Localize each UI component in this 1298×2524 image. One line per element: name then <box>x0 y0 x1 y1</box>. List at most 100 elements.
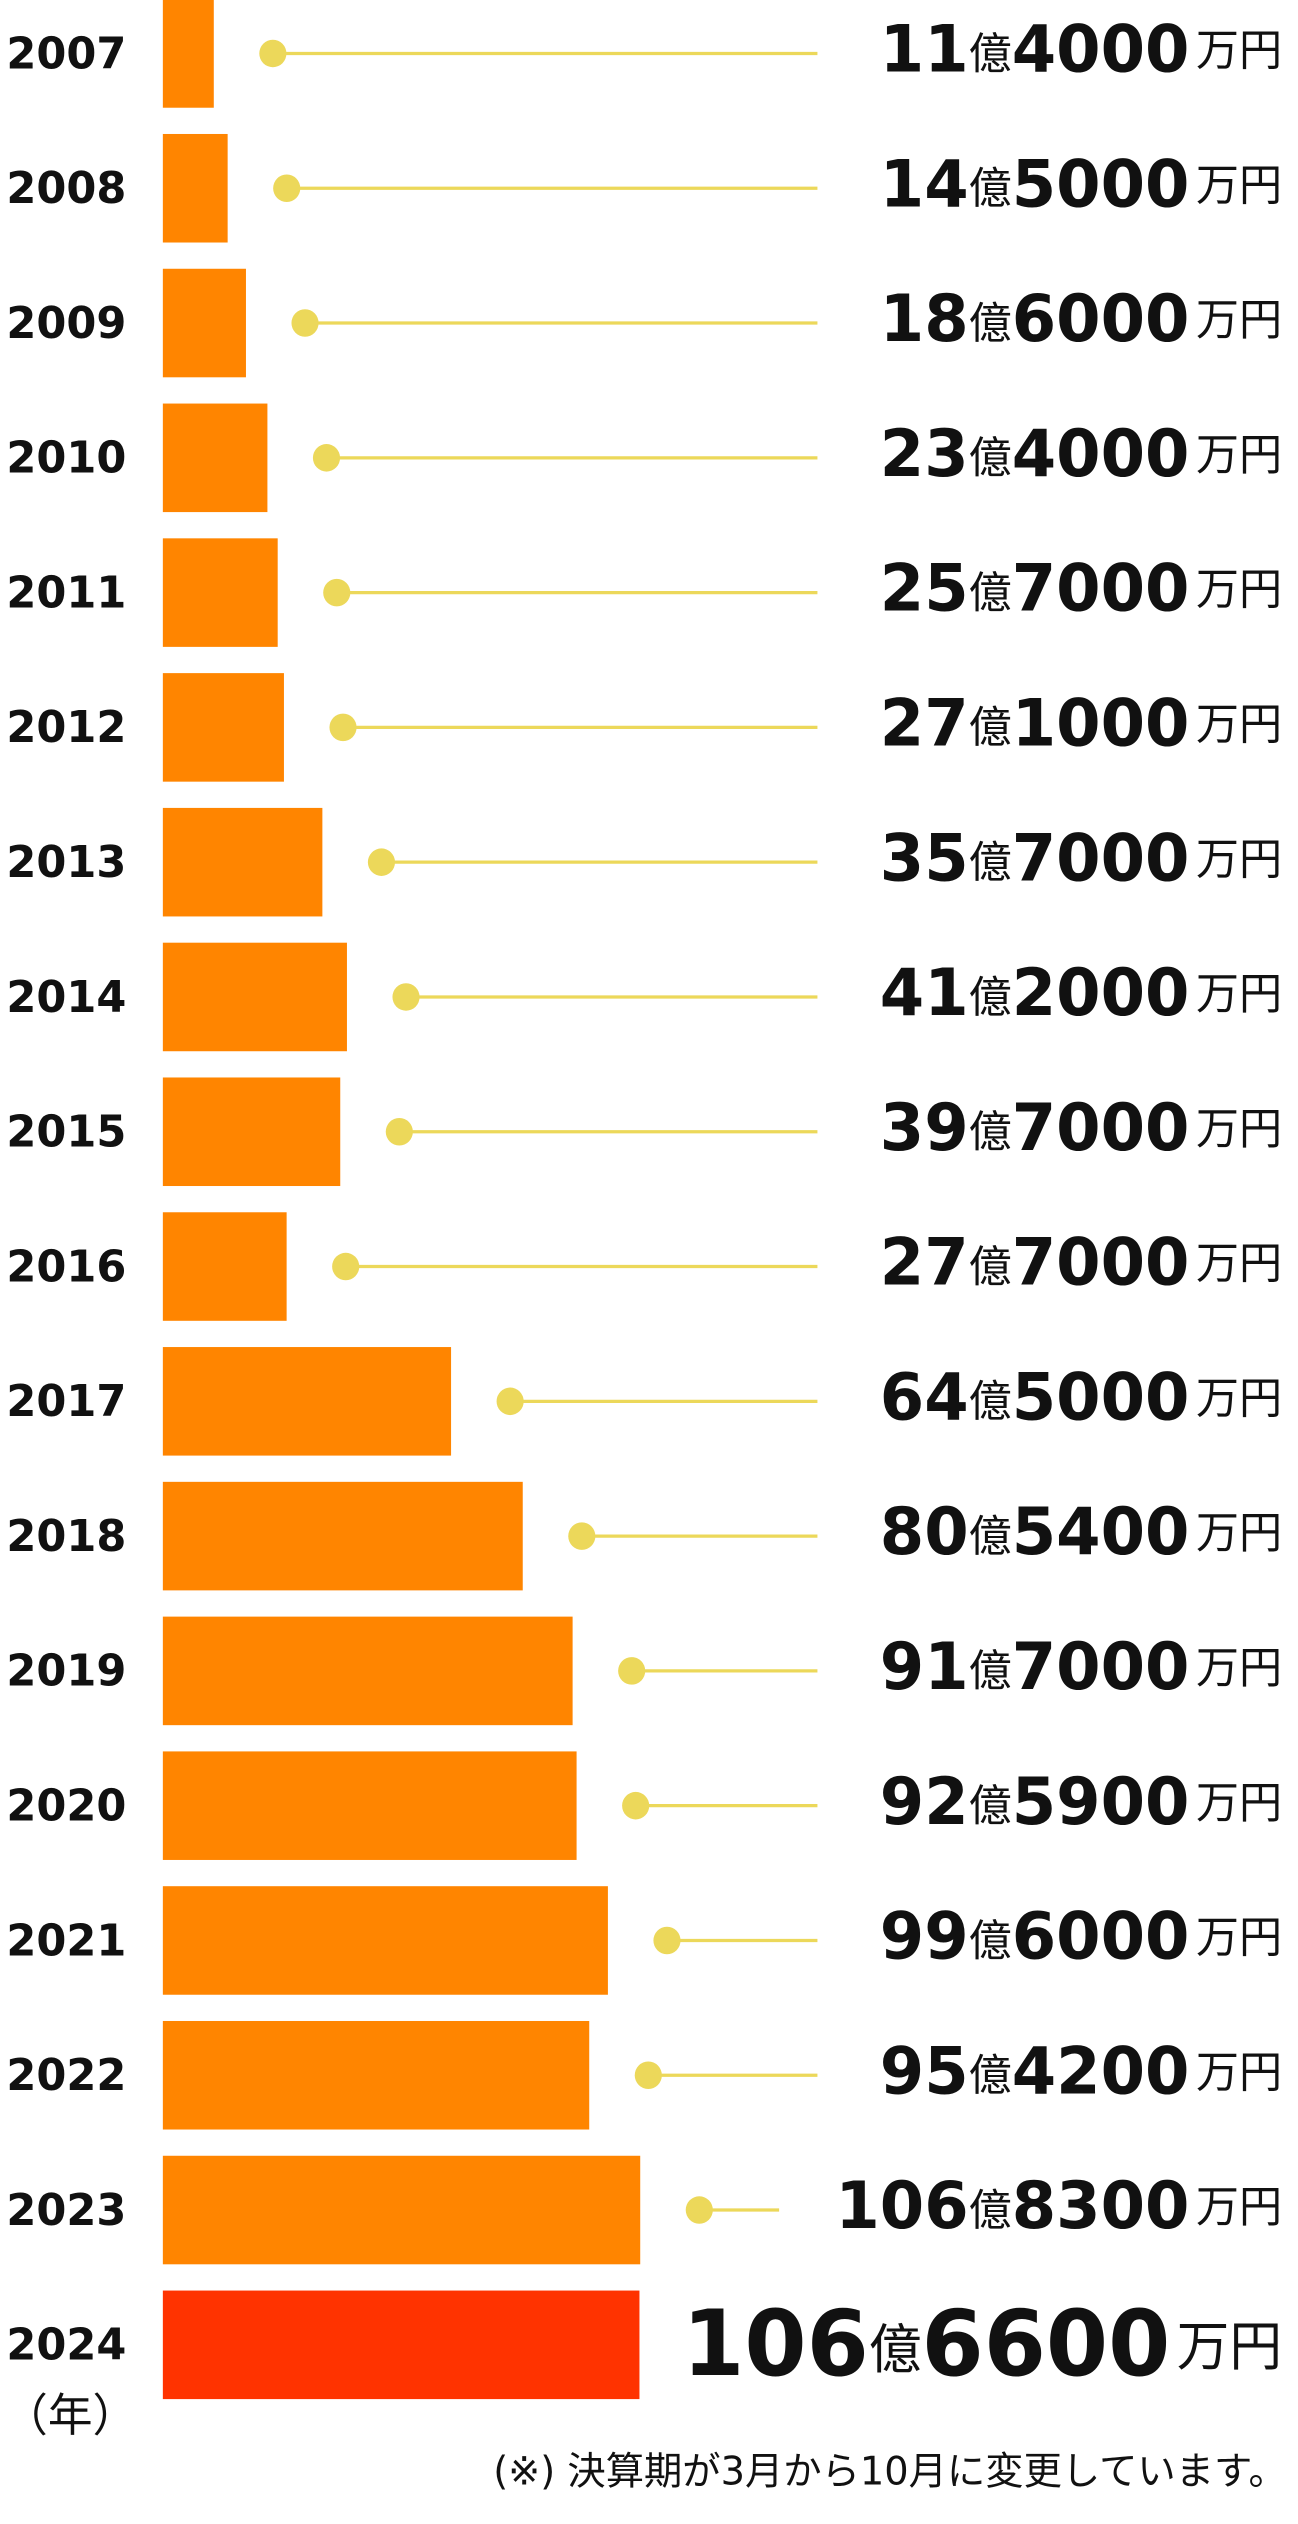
value-label: 91億7000 万円 <box>880 1629 1282 1705</box>
bar <box>162 1616 573 1726</box>
leader-dot <box>496 1387 524 1416</box>
y-tick-label: 2014 <box>6 973 126 1023</box>
value-label: 18億6000 万円 <box>880 281 1282 357</box>
leader-dot <box>618 1657 646 1685</box>
value-label-part: 億 <box>969 2051 1012 2101</box>
value-label-part: 8300 <box>1012 2168 1190 2244</box>
value-label-part: 億 <box>969 568 1012 618</box>
bar <box>162 538 278 647</box>
value-label-part: 億 <box>969 1377 1012 1427</box>
bar <box>162 1481 523 1591</box>
y-tick-label: 2023 <box>6 2186 126 2236</box>
leader-dot <box>273 174 301 203</box>
y-tick-label: 2021 <box>6 1916 126 1966</box>
value-label: 11億4000 万円 <box>880 12 1282 88</box>
value-label-part: 億 <box>969 973 1012 1023</box>
value-label-part: 万円 <box>1196 26 1282 76</box>
leader-dot <box>392 983 420 1011</box>
value-label-part: 23 <box>880 416 969 492</box>
value-label-part: 万円 <box>1196 295 1282 345</box>
value-label-part: 4000 <box>1012 12 1190 88</box>
value-label-part: 106 <box>835 2168 968 2244</box>
bar <box>162 1077 341 1187</box>
leader-dot <box>329 713 357 742</box>
value-label-part: 106 <box>682 2291 869 2397</box>
value-label: 35億7000 万円 <box>880 820 1282 896</box>
y-tick-label: 2022 <box>6 2051 126 2101</box>
value-label-part: 万円 <box>1196 1913 1282 1963</box>
y-tick-label: 2013 <box>6 838 126 888</box>
value-label-part: 27 <box>880 1225 969 1301</box>
value-label-part: 7000 <box>1012 1225 1190 1301</box>
y-tick-label: 2024 <box>6 2320 126 2370</box>
value-label-part: 64 <box>880 1360 969 1436</box>
y-tick-label: 2019 <box>6 1646 126 1696</box>
leader-dot <box>323 578 351 607</box>
bar <box>162 403 268 513</box>
value-label-part: 億 <box>969 1107 1012 1157</box>
value-label: 39億7000 万円 <box>880 1090 1282 1166</box>
value-label-part: 億 <box>969 1242 1012 1292</box>
bar <box>162 807 323 917</box>
leader-dot <box>385 1117 413 1146</box>
value-label: 23億4000 万円 <box>880 416 1282 492</box>
value-label-part: 39 <box>880 1090 969 1166</box>
value-label-part: 万円 <box>1196 430 1282 480</box>
value-label: 27億1000 万円 <box>880 686 1282 762</box>
value-label-part: 5900 <box>1012 1764 1190 1840</box>
bar <box>162 1751 577 1860</box>
y-tick-label: 2007 <box>6 29 126 79</box>
value-label-part: 億 <box>969 1646 1012 1696</box>
value-label-part: 億 <box>969 1916 1012 1966</box>
value-label: 25億7000 万円 <box>880 551 1282 627</box>
x-unit-label: （年） <box>3 2388 137 2441</box>
value-label-part: 7000 <box>1012 820 1190 896</box>
value-label-part: 7000 <box>1012 1629 1190 1705</box>
value-label-part: 35 <box>880 820 969 896</box>
value-label: 64億5000 万円 <box>880 1360 1282 1436</box>
leader-dot <box>622 1791 650 1820</box>
value-label-part: 万円 <box>1177 2315 1282 2377</box>
value-label: 106億8300 万円 <box>835 2168 1282 2244</box>
value-label-part: 5400 <box>1012 1494 1190 1570</box>
y-tick-label: 2009 <box>6 299 126 349</box>
leader-dot <box>259 39 287 68</box>
value-label-part: 億 <box>969 1781 1012 1831</box>
value-label: 80億5400 万円 <box>880 1494 1282 1570</box>
value-label-part: 億 <box>969 433 1012 483</box>
y-tick-label: 2010 <box>6 433 126 483</box>
leader-dot <box>332 1252 360 1281</box>
value-label-part: 6000 <box>1012 281 1190 357</box>
bar <box>162 1212 287 1321</box>
value-label-part: 万円 <box>1196 969 1282 1019</box>
leader-dot <box>291 309 319 337</box>
value-label-part: 11 <box>880 12 969 88</box>
bar <box>162 1886 608 1995</box>
value-label-part: 億 <box>969 29 1012 79</box>
value-label-part: 1000 <box>1012 686 1190 762</box>
value-label-part: 95 <box>880 2034 969 2110</box>
y-tick-label: 2015 <box>6 1107 126 1157</box>
value-label-part: 億 <box>969 838 1012 888</box>
bar <box>162 942 347 1052</box>
value-label-part: 億 <box>969 2186 1012 2236</box>
y-tick-label: 2008 <box>6 164 126 214</box>
value-label-part: 6600 <box>922 2291 1171 2397</box>
value-label: 106億6600 万円 <box>682 2291 1282 2397</box>
y-tick-label: 2016 <box>6 1242 126 1292</box>
value-label-part: 万円 <box>1196 1643 1282 1693</box>
value-label-part: 万円 <box>1196 1239 1282 1289</box>
value-label-part: 5000 <box>1012 1360 1190 1436</box>
value-label-part: 万円 <box>1196 565 1282 615</box>
leader-dot <box>653 1926 681 1955</box>
value-label-part: 7000 <box>1012 1090 1190 1166</box>
value-label-part: 億 <box>969 164 1012 214</box>
bar <box>162 1347 452 1456</box>
value-label-part: 14 <box>880 147 969 223</box>
bar <box>162 2155 641 2265</box>
value-label-part: 80 <box>880 1494 969 1570</box>
value-label-part: 5000 <box>1012 147 1190 223</box>
leader-dot <box>685 2196 713 2224</box>
